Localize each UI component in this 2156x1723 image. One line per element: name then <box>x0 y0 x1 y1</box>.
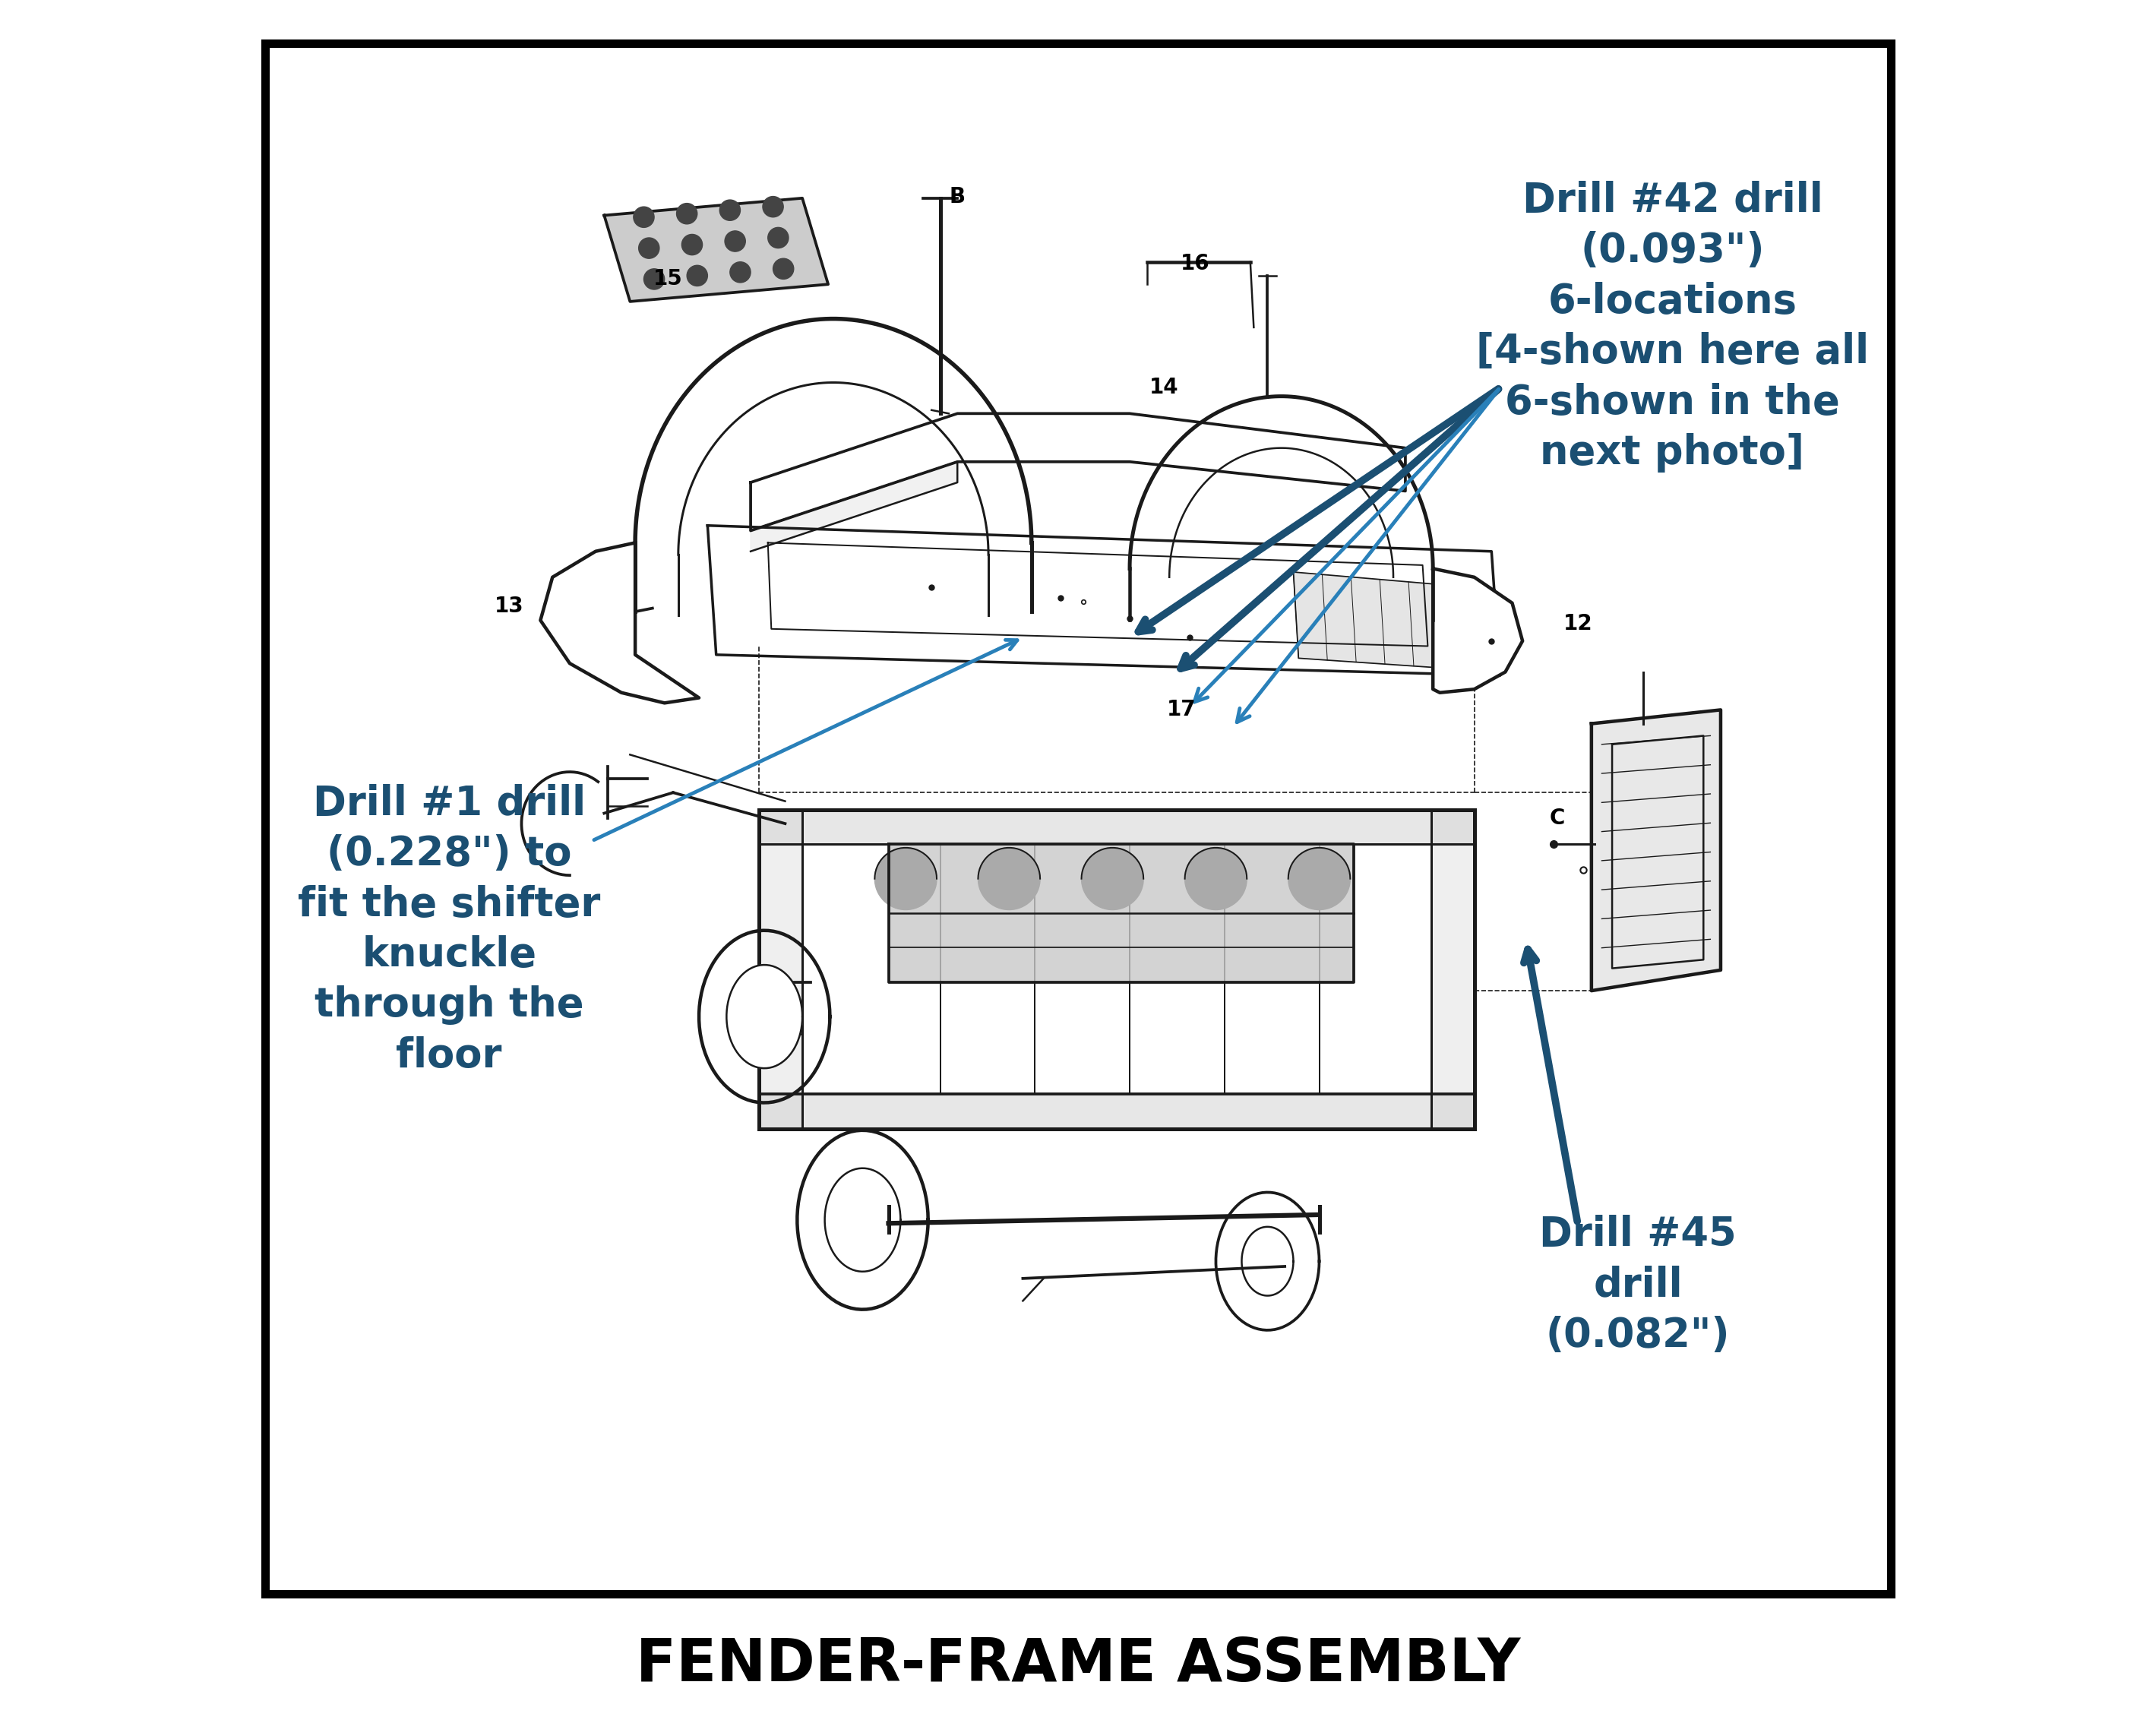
Polygon shape <box>1432 810 1475 1129</box>
Text: 17: 17 <box>1166 700 1197 720</box>
Polygon shape <box>750 462 957 551</box>
Circle shape <box>774 258 793 279</box>
Text: FENDER-FRAME ASSEMBLY: FENDER-FRAME ASSEMBLY <box>636 1635 1520 1694</box>
Circle shape <box>875 848 936 910</box>
Polygon shape <box>759 1094 1475 1129</box>
Circle shape <box>1186 848 1246 910</box>
Circle shape <box>1082 848 1143 910</box>
Polygon shape <box>604 198 828 302</box>
Polygon shape <box>750 414 1406 531</box>
Polygon shape <box>541 543 699 703</box>
Polygon shape <box>1434 569 1522 693</box>
Text: Drill #1 drill
(0.228") to
fit the shifter
knuckle
through the
floor: Drill #1 drill (0.228") to fit the shift… <box>298 784 599 1075</box>
Circle shape <box>763 196 783 217</box>
Circle shape <box>645 269 664 289</box>
Circle shape <box>688 265 707 286</box>
Circle shape <box>768 227 789 248</box>
Circle shape <box>979 848 1039 910</box>
Polygon shape <box>888 844 1354 982</box>
Polygon shape <box>826 1168 901 1272</box>
Text: B: B <box>949 186 966 207</box>
Polygon shape <box>1294 572 1501 672</box>
Text: 12: 12 <box>1563 613 1593 634</box>
Text: Drill #45
drill
(0.082"): Drill #45 drill (0.082") <box>1539 1215 1736 1354</box>
Circle shape <box>681 234 703 255</box>
Text: 14: 14 <box>1149 377 1179 398</box>
Text: 15: 15 <box>653 269 683 289</box>
Polygon shape <box>707 526 1501 675</box>
Circle shape <box>1287 848 1350 910</box>
Circle shape <box>638 238 660 258</box>
Circle shape <box>724 231 746 252</box>
Text: Drill #42 drill
(0.093")
6-locations
[4-shown here all
6-shown in the
next photo: Drill #42 drill (0.093") 6-locations [4-… <box>1477 181 1869 472</box>
Circle shape <box>731 262 750 283</box>
Polygon shape <box>759 810 1475 844</box>
Text: 13: 13 <box>494 596 524 617</box>
Polygon shape <box>1591 710 1720 991</box>
Circle shape <box>720 200 740 221</box>
Polygon shape <box>727 965 802 1068</box>
Circle shape <box>677 203 696 224</box>
Text: C: C <box>1550 808 1565 829</box>
Circle shape <box>634 207 653 227</box>
Polygon shape <box>759 810 802 1129</box>
Text: 16: 16 <box>1181 253 1210 274</box>
